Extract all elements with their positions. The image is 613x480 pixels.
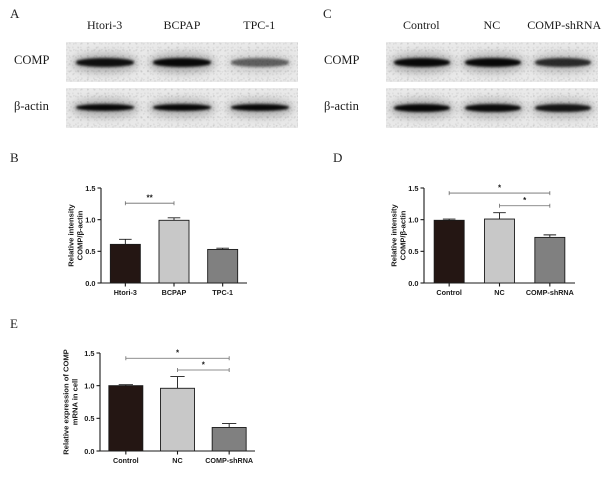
blot-lane-label: COMP-shRNA	[527, 18, 602, 32]
significance-bracket	[448, 191, 551, 196]
y-axis-tick-label: 1.0	[84, 381, 94, 390]
y-axis-title: Relative intensity COMP/β-actin	[66, 203, 84, 266]
panel-letter-b: B	[10, 150, 19, 165]
blot-band	[230, 104, 289, 111]
blot-strip	[386, 42, 598, 82]
blot-row-label: β-actin	[14, 99, 49, 113]
blot-band	[394, 58, 450, 67]
y-axis-tick-label: 0.5	[85, 247, 95, 256]
bar	[211, 427, 247, 452]
y-axis-tick-label: 0.5	[84, 414, 94, 423]
bar	[433, 219, 465, 284]
y-axis-title-line: mRNA in cell	[71, 379, 80, 426]
blot-lane-label: NC	[483, 18, 501, 32]
error-bar	[543, 234, 557, 238]
bar-chart-panel-b: 0.0 0.5 1.0 1.5 Htori-3 BCPAP TPC-1 ** Relative …	[55, 180, 255, 305]
y-axis-tick-label: 1.0	[85, 215, 95, 224]
error-bar	[442, 218, 456, 221]
chart-svg: 0.0 0.5 1.0 1.5 Control NC COMP-shRNA * * Relativ…	[61, 349, 255, 465]
blot-row-label: β-actin	[324, 99, 359, 113]
blot-row-label: COMP	[14, 53, 50, 67]
y-axis-tick-label: 0.0	[85, 279, 95, 288]
blot-band	[76, 104, 134, 111]
significance-label: *	[176, 349, 180, 358]
y-axis-tick-label: 1.5	[85, 184, 95, 193]
y-axis-tick-label: 1.5	[84, 349, 94, 358]
blot-strip	[386, 88, 598, 128]
y-axis-tick-label: 0.5	[408, 247, 418, 256]
y-axis-tick-label: 0.0	[84, 447, 94, 456]
bar	[160, 387, 195, 452]
significance-bracket	[125, 356, 230, 361]
significance-bracket	[499, 203, 551, 208]
blot-band	[153, 58, 212, 67]
bar	[109, 243, 141, 284]
error-bar	[167, 217, 181, 221]
panel-letter-a: A	[10, 6, 20, 21]
y-axis-tick-label: 1.5	[408, 184, 418, 193]
western-blot-panel-a: Htori-3 BCPAP TPC-1 COMP β-actin	[0, 0, 310, 140]
panel-letter-c: C	[323, 6, 332, 21]
significance-bracket	[177, 367, 230, 372]
blot-lane-label: Htori-3	[86, 18, 123, 32]
x-axis-category-label: Control	[113, 456, 139, 465]
blot-band	[76, 58, 134, 67]
significance-label: *	[498, 184, 502, 193]
error-bar	[118, 384, 133, 386]
bar-chart-panel-d: 0.0 0.5 1.0 1.5 Control NC COMP-shRNA * * Relativ…	[378, 180, 583, 305]
y-axis-tick-label: 1.0	[408, 215, 418, 224]
blot-band	[464, 104, 521, 112]
x-axis-category-label: COMP-shRNA	[526, 288, 574, 297]
blot-strip	[66, 88, 298, 128]
y-axis-title-line: Relative intensity	[66, 203, 75, 266]
blot-band	[153, 104, 212, 111]
bar	[158, 219, 190, 284]
bar-chart-panel-e: 0.0 0.5 1.0 1.5 Control NC COMP-shRNA * * Relativ…	[48, 345, 263, 473]
blot-lane-label: TPC-1	[243, 18, 276, 32]
y-axis-title: Relative expression of COMP mRNA in cell	[61, 349, 79, 455]
blot-lane-label: Control	[402, 18, 440, 32]
blot-row-label: COMP	[324, 53, 360, 67]
panel-letter-e: E	[10, 316, 18, 331]
error-bar	[216, 247, 229, 250]
bar	[534, 236, 566, 284]
bar	[108, 385, 144, 452]
x-axis-category-label: NC	[172, 456, 182, 465]
bar	[207, 248, 239, 284]
significance-label: *	[202, 360, 206, 369]
y-axis-tick-label: 0.0	[408, 279, 418, 288]
x-axis-category-label: COMP-shRNA	[205, 456, 253, 465]
error-bar	[493, 212, 506, 220]
bar	[484, 218, 515, 284]
blot-band	[394, 104, 450, 112]
x-axis-category-label: BCPAP	[162, 288, 187, 297]
x-axis-category-label: Control	[436, 288, 462, 297]
y-axis-title-line: Relative expression of COMP	[61, 349, 70, 455]
x-axis-category-label: Htori-3	[114, 288, 137, 297]
error-bar	[170, 376, 185, 389]
y-axis-title-line: Relative intensity	[389, 203, 398, 266]
significance-bracket	[124, 201, 175, 206]
panel-letter-d: D	[333, 150, 343, 165]
x-axis-category-label: NC	[494, 288, 504, 297]
blot-band	[535, 104, 592, 112]
western-blot-panel-c: Control NC COMP-shRNA COMP β-actin	[310, 0, 613, 140]
significance-label: **	[147, 194, 154, 203]
chart-svg: 0.0 0.5 1.0 1.5 Htori-3 BCPAP TPC-1 ** Relative …	[66, 184, 247, 297]
y-axis-title: Relative intensity COMP/β-actin	[389, 203, 407, 266]
blot-band	[535, 58, 592, 67]
significance-label: *	[523, 196, 527, 205]
y-axis-title-line: COMP/β-actin	[76, 210, 85, 260]
error-bar	[119, 238, 132, 245]
y-axis-title-line: COMP/β-actin	[399, 210, 408, 260]
x-axis-category-label: TPC-1	[212, 288, 233, 297]
blot-band	[230, 58, 289, 67]
chart-svg: 0.0 0.5 1.0 1.5 Control NC COMP-shRNA * * Relativ…	[389, 184, 575, 297]
error-bar	[222, 423, 237, 428]
blot-lane-label: BCPAP	[163, 18, 201, 32]
blot-strip	[66, 42, 298, 82]
blot-band	[464, 58, 521, 67]
